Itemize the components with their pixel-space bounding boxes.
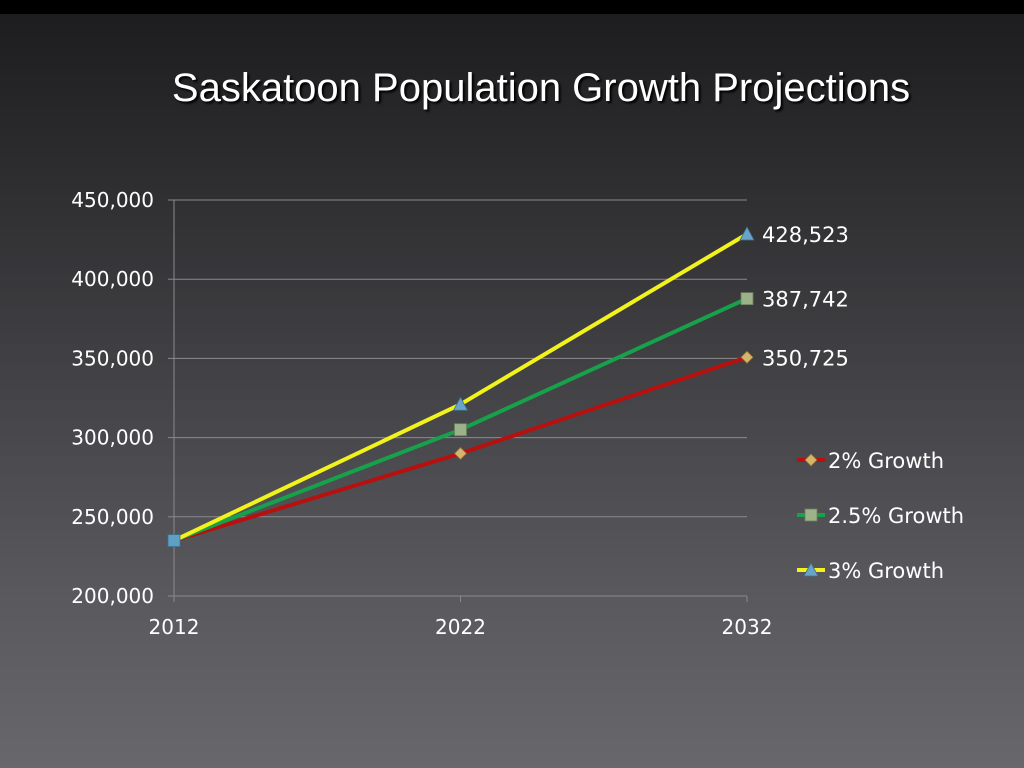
data-point-square <box>454 423 467 437</box>
chart-axes <box>168 199 748 602</box>
x-tick-label: 2022 <box>435 615 486 639</box>
y-tick-label: 400,000 <box>71 267 154 291</box>
legend-label: 3% Growth <box>828 559 944 583</box>
data-point-start <box>167 534 181 547</box>
x-tick-label: 2032 <box>722 615 773 639</box>
y-tick-label: 350,000 <box>71 346 154 370</box>
series-lines <box>172 232 749 543</box>
data-point-triangle <box>739 226 755 241</box>
data-label-end: 350,725 <box>762 346 849 370</box>
data-point-triangle <box>803 562 819 577</box>
data-point-square <box>740 292 754 306</box>
data-point-triangle <box>452 396 469 411</box>
x-tick-label: 2012 <box>149 615 200 639</box>
legend-label: 2% Growth <box>828 449 944 473</box>
chart-gridlines <box>174 199 747 518</box>
series-markers <box>167 226 755 547</box>
data-label-end: 387,742 <box>762 288 849 312</box>
data-point-diamond <box>453 446 468 461</box>
y-tick-label: 250,000 <box>71 505 154 529</box>
x-axis-ticks: 2012 2022 2032 <box>149 615 773 639</box>
y-tick-label: 200,000 <box>71 584 154 608</box>
slide-title: Saskatoon Population Growth Projections <box>171 66 911 110</box>
chart-legend: 2% Growth 2.5% Growth 3% Growth <box>797 449 964 583</box>
data-point-diamond <box>804 453 818 467</box>
y-tick-label: 450,000 <box>71 188 154 212</box>
series-line-2 <box>172 296 749 543</box>
legend-label: 2.5% Growth <box>828 504 964 528</box>
data-label-end: 428,523 <box>762 223 849 247</box>
y-tick-label: 300,000 <box>71 426 154 450</box>
data-point-square <box>804 508 818 522</box>
data-point-diamond <box>740 350 754 364</box>
data-labels: 350,725 387,742 428,523 <box>762 223 849 370</box>
y-axis-ticks: 200,000 250,000 300,000 350,000 400,000 450,0… <box>71 188 154 608</box>
